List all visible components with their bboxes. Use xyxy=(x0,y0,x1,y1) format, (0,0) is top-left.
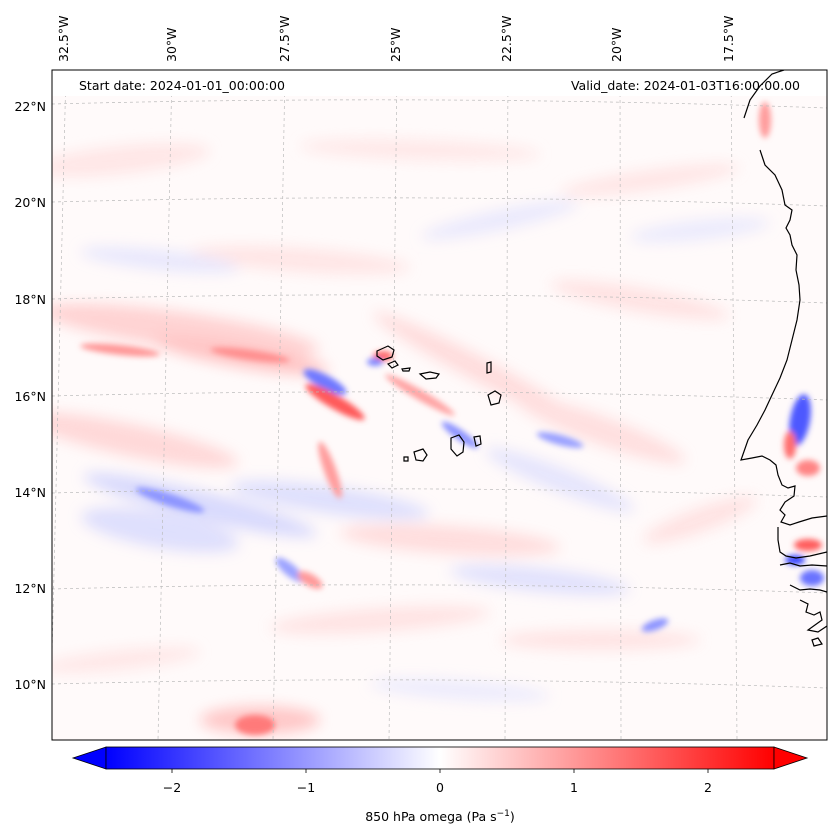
colorbar-tick-label: −2 xyxy=(163,780,181,795)
island-santo-antao xyxy=(376,345,395,361)
lat-label: 18°N xyxy=(14,292,46,307)
lat-label: 20°N xyxy=(14,195,46,210)
african-coastline xyxy=(740,70,827,647)
colorbar-tick-label: 1 xyxy=(570,780,578,795)
start-date-label: Start date: 2024-01-01_00:00:00 xyxy=(79,78,285,93)
lon-label: 17.5°W xyxy=(721,16,736,62)
lon-label: 25°W xyxy=(388,27,403,62)
map-border xyxy=(51,69,828,741)
colorbar-min-extension xyxy=(71,746,107,770)
omega-field-features xyxy=(80,102,824,735)
colorbar-max-extension xyxy=(773,746,809,770)
lon-label: 32.5°W xyxy=(56,16,71,62)
lon-label: 30°W xyxy=(164,27,179,62)
longitude-labels: 32.5°W 30°W 27.5°W 25°W 22.5°W 20°W 17.5… xyxy=(56,16,736,62)
colorbar-tick-label: −1 xyxy=(297,780,315,795)
colorbar-label: 850 hPa omega (Pa s−1) xyxy=(365,809,515,824)
colorbar: −2 −1 0 1 2 850 hPa omega (Pa s−1) xyxy=(71,746,809,824)
island-sao-vicente xyxy=(386,360,399,369)
colorbar-ticks xyxy=(171,769,709,773)
lat-label: 12°N xyxy=(14,581,46,596)
lat-label: 22°N xyxy=(14,99,46,114)
island-outlines xyxy=(376,345,502,462)
island-santiago xyxy=(450,434,465,457)
island-sal xyxy=(486,361,492,374)
lon-label: 22.5°W xyxy=(499,16,514,62)
omega-field-broad xyxy=(52,139,770,734)
graticule xyxy=(52,70,827,740)
island-boa-vista xyxy=(487,390,502,406)
island-santa-luzia xyxy=(401,367,411,372)
lat-label: 16°N xyxy=(14,389,46,404)
lon-label: 20°W xyxy=(609,27,624,62)
colorbar-label-end: ) xyxy=(510,809,515,824)
valid-date-label: Valid_date: 2024-01-03T16:00:00.00 xyxy=(571,78,800,93)
island-sao-nicolau xyxy=(418,371,441,380)
colorbar-label-main: 850 hPa omega (Pa s xyxy=(365,809,496,824)
colorbar-label-exponent: −1 xyxy=(497,809,510,819)
colorbar-tick-label: 0 xyxy=(436,780,444,795)
lon-label: 27.5°W xyxy=(277,16,292,62)
colorbar-tick-label: 2 xyxy=(704,780,712,795)
header-band xyxy=(52,70,827,96)
lat-label: 10°N xyxy=(14,677,46,692)
island-maio xyxy=(473,435,482,447)
colorbar-gradient xyxy=(105,746,775,770)
island-brava xyxy=(403,456,409,462)
map-panel xyxy=(52,70,827,740)
lat-label: 14°N xyxy=(14,485,46,500)
latitude-labels: 22°N 20°N 18°N 16°N 14°N 12°N 10°N xyxy=(14,99,46,692)
island-fogo xyxy=(413,448,428,462)
